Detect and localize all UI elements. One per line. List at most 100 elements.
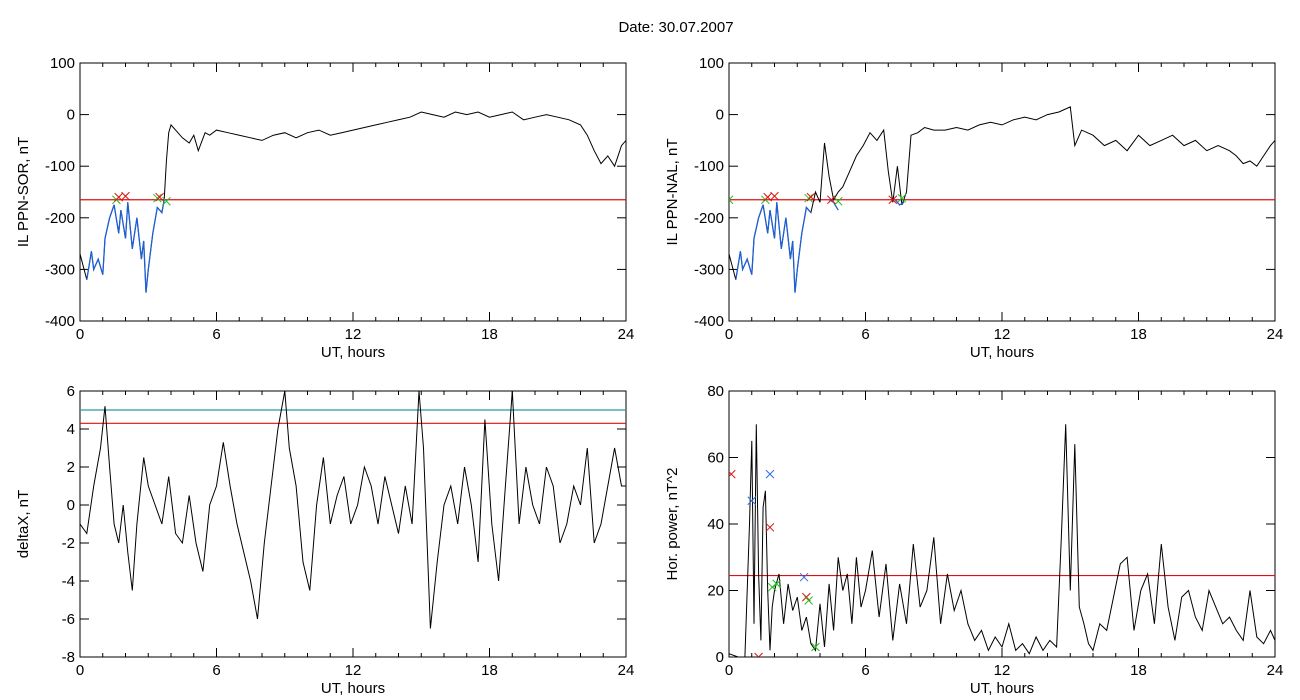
y-tick-label: 4 xyxy=(67,421,75,438)
marker-green xyxy=(804,193,813,203)
y-tick-label: -400 xyxy=(45,313,75,330)
x-tick-label: 12 xyxy=(994,326,1011,343)
marker-stroke xyxy=(121,191,130,201)
x-tick-label: 6 xyxy=(212,326,220,343)
marker-stroke xyxy=(754,652,760,657)
highlight-segment xyxy=(86,199,165,293)
marker-stroke xyxy=(804,596,813,605)
x-tick-label: 0 xyxy=(76,662,84,679)
marker-stroke xyxy=(765,469,775,479)
y-tick-label: 100 xyxy=(699,55,724,72)
marker-red xyxy=(806,192,816,202)
marker-green xyxy=(729,195,734,205)
highlight-segment xyxy=(735,202,812,293)
x-axis-label: UT, hours xyxy=(321,680,385,697)
marker-green xyxy=(162,196,171,206)
x-tick-label: 24 xyxy=(618,662,635,679)
marker-stroke xyxy=(767,582,777,592)
plot-frame xyxy=(79,62,627,322)
y-tick-label: 0 xyxy=(67,497,75,514)
plot-area xyxy=(729,424,1275,657)
marker-stroke xyxy=(765,522,775,532)
marker-stroke xyxy=(114,192,124,202)
x-tick-label: 18 xyxy=(1130,326,1147,343)
marker-stroke xyxy=(888,195,898,205)
x-tick-label: 24 xyxy=(1267,662,1284,679)
y-tick-label: 100 xyxy=(50,55,75,72)
marker-green xyxy=(811,642,820,652)
x-tick-label: 18 xyxy=(481,662,498,679)
y-tick-label: -4 xyxy=(62,573,75,590)
marker-red xyxy=(770,191,779,201)
chart-sor: 0 6 12 18 24 -400 -300 -200 -100 0 100 UT, hours IL … xyxy=(15,55,634,361)
x-tick-label: 6 xyxy=(212,662,220,679)
y-tick-label: -6 xyxy=(62,611,75,628)
marker-stroke xyxy=(799,572,809,582)
plot-area xyxy=(80,111,626,293)
y-tick-label: -2 xyxy=(62,535,75,552)
y-tick-label: 0 xyxy=(67,107,75,124)
chart-power: 0 6 12 18 24 0 20 40 60 80 UT, hours Hor. power, nT… xyxy=(664,383,1283,697)
marker-stroke xyxy=(162,196,171,206)
marker-stroke xyxy=(757,652,763,657)
marker-stroke xyxy=(729,469,736,478)
marker-green xyxy=(833,196,843,206)
marker-stroke xyxy=(772,579,782,589)
y-tick-label: 20 xyxy=(707,583,724,600)
marker-red xyxy=(729,469,736,479)
plot-frame xyxy=(728,62,1276,322)
marker-green xyxy=(804,596,813,605)
marker-red xyxy=(121,191,130,201)
x-axis-label: UT, hours xyxy=(970,680,1034,697)
x-tick-label: 18 xyxy=(1130,662,1147,679)
x-tick-label: 24 xyxy=(1267,326,1284,343)
x-tick-label: 12 xyxy=(345,662,362,679)
x-tick-label: 12 xyxy=(345,326,362,343)
marker-stroke xyxy=(827,195,836,205)
marker-blue xyxy=(799,572,809,582)
x-tick-label: 24 xyxy=(618,326,635,343)
y-tick-label: -200 xyxy=(694,210,724,227)
marker-blue xyxy=(765,469,775,479)
marker-stroke xyxy=(152,193,162,203)
series-line xyxy=(80,111,626,293)
y-axis-label: IL PPN-NAL, nT xyxy=(664,139,681,246)
y-tick-label: 80 xyxy=(707,383,724,400)
y-tick-label: -300 xyxy=(694,261,724,278)
x-axis-label: UT, hours xyxy=(321,344,385,361)
y-tick-label: 40 xyxy=(707,516,724,533)
y-tick-label: -400 xyxy=(694,313,724,330)
figure-title: Date: 30.07.2007 xyxy=(618,19,733,36)
x-tick-label: 0 xyxy=(76,326,84,343)
marker-green xyxy=(772,579,782,589)
marker-red xyxy=(754,652,763,657)
plot-area xyxy=(729,106,1275,293)
marker-stroke xyxy=(763,192,773,202)
plot-area xyxy=(80,391,626,629)
marker-red xyxy=(888,195,898,205)
marker-stroke xyxy=(833,196,843,206)
x-tick-label: 0 xyxy=(725,326,733,343)
y-tick-label: -300 xyxy=(45,261,75,278)
x-tick-label: 6 xyxy=(861,662,869,679)
chart-nal: 0 6 12 18 24 -400 -300 -200 -100 0 100 UT, hours IL … xyxy=(664,55,1283,361)
y-tick-label: 0 xyxy=(716,649,724,666)
x-tick-label: 18 xyxy=(481,326,498,343)
marker-blue xyxy=(747,496,757,506)
highlight-segment xyxy=(894,199,905,206)
marker-stroke xyxy=(770,191,779,201)
marker-red xyxy=(765,522,775,532)
y-tick-label: 6 xyxy=(67,383,75,400)
y-tick-label: 0 xyxy=(716,107,724,124)
y-tick-label: -100 xyxy=(45,158,75,175)
y-axis-label: deltaX, nT xyxy=(15,490,32,558)
marker-green xyxy=(152,193,162,203)
y-axis-label: IL PPN-SOR, nT xyxy=(15,137,32,247)
x-axis-label: UT, hours xyxy=(970,344,1034,361)
y-tick-label: -200 xyxy=(45,210,75,227)
marker-red xyxy=(827,195,836,205)
series-line xyxy=(729,424,1275,657)
y-axis-label: Hor. power, nT^2 xyxy=(664,468,681,581)
